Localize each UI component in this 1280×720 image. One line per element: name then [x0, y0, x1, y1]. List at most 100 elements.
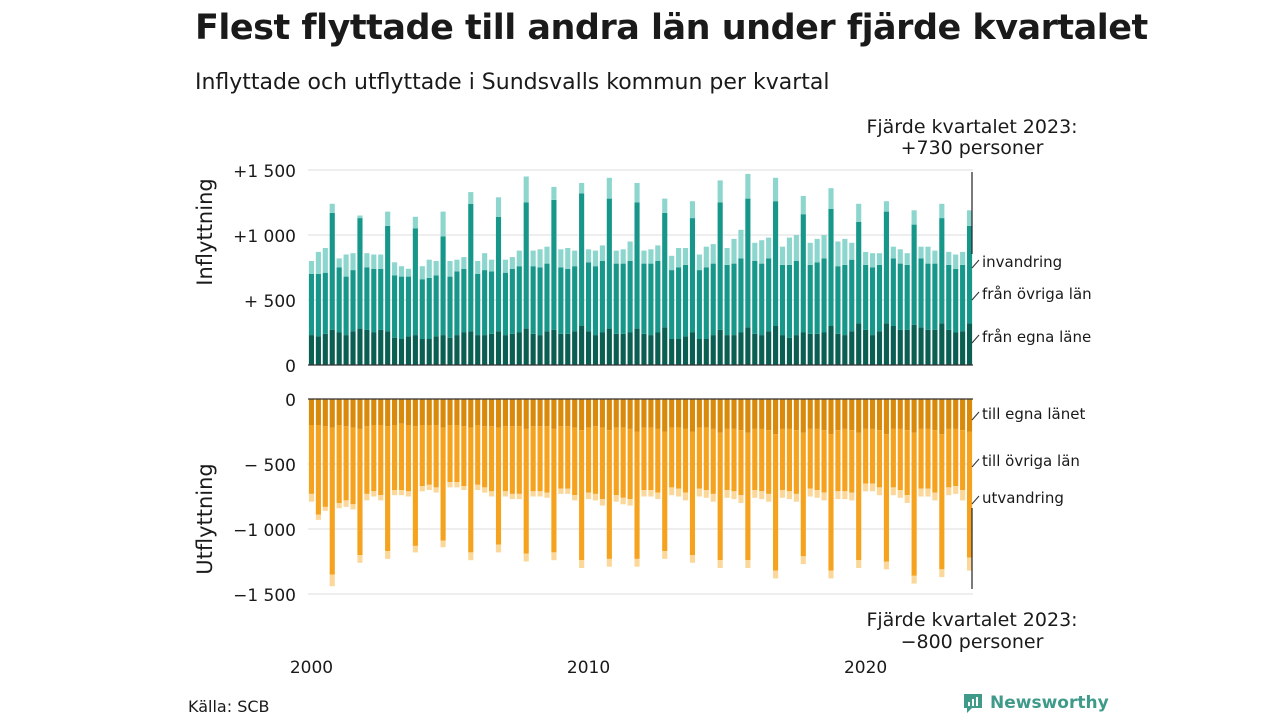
y-tick-label: −1 500	[233, 586, 296, 606]
bar-segment	[592, 399, 599, 427]
bar-segment	[364, 426, 370, 494]
bar-segment	[585, 492, 592, 500]
bar-segment	[890, 428, 896, 488]
bar-segment	[398, 266, 405, 277]
bar-segment	[953, 268, 959, 333]
bar-segment	[738, 332, 744, 365]
bar-segment	[357, 428, 363, 555]
bar-segment	[343, 399, 349, 427]
bar-segment	[960, 399, 966, 431]
bar-segment	[939, 218, 945, 324]
bar-segment	[800, 399, 806, 433]
bar-segment	[579, 560, 585, 568]
bar-segment	[890, 399, 896, 429]
bar-segment	[468, 192, 474, 204]
bar-segment	[662, 551, 668, 559]
y-tick-label: − 500	[244, 456, 296, 476]
bar-segment	[883, 399, 889, 435]
bar-segment	[627, 428, 633, 500]
bar-segment	[565, 248, 571, 269]
bar-segment	[793, 235, 799, 261]
bar-segment	[669, 427, 675, 488]
bar-segment	[364, 493, 370, 501]
bar-segment	[523, 399, 529, 429]
bar-segment	[357, 555, 363, 563]
bar-segment	[489, 333, 495, 365]
series-label: invandring	[982, 253, 1062, 271]
bar-segment	[793, 430, 799, 494]
bar-segment	[779, 490, 786, 498]
bar-segment	[398, 399, 405, 424]
bar-segment	[551, 399, 557, 429]
bar-segment	[655, 399, 661, 429]
bar-segment	[641, 399, 647, 428]
bar-segment	[378, 495, 384, 501]
bar-segment	[696, 399, 702, 428]
bar-segment	[426, 425, 432, 485]
bar-segment	[676, 488, 682, 497]
bar-segment	[385, 225, 391, 332]
bar-segment	[489, 259, 495, 272]
bar-segment	[648, 490, 654, 497]
bar-segment	[800, 214, 806, 333]
bar-segment	[738, 495, 744, 503]
label-leader	[971, 411, 980, 421]
bar-segment	[821, 332, 827, 365]
bar-segment	[814, 262, 820, 334]
y-tick-label: −1 000	[233, 521, 296, 541]
bar-segment	[482, 399, 488, 427]
bar-segment	[835, 241, 841, 267]
bar-segment	[856, 222, 862, 324]
bar-segment	[461, 268, 467, 333]
bar-segment	[669, 487, 675, 496]
bar-segment	[329, 574, 335, 587]
bar-segment	[904, 329, 910, 365]
bar-segment	[766, 430, 772, 494]
bar-segment	[364, 267, 370, 330]
bar-segment	[405, 336, 412, 365]
bar-segment	[454, 425, 460, 483]
bar-segment	[946, 428, 952, 488]
bar-segment	[842, 238, 848, 265]
bar-segment	[710, 335, 716, 365]
bar-segment	[869, 428, 876, 484]
bar-segment	[876, 264, 883, 332]
bar-segment	[475, 484, 481, 490]
y-tick-label: +1 500	[233, 162, 296, 182]
bar-segment	[516, 332, 522, 365]
bar-segment	[544, 492, 550, 498]
bar-segment	[426, 277, 432, 339]
bar-segment	[717, 180, 723, 203]
bar-segment	[392, 425, 398, 490]
bar-segment	[565, 333, 571, 365]
bar-segment	[676, 267, 682, 339]
bar-segment	[911, 224, 917, 325]
bar-segment	[773, 434, 779, 571]
bar-segment	[724, 264, 730, 336]
bar-segment	[766, 237, 772, 259]
bar-segment	[558, 333, 564, 365]
bar-segment	[343, 276, 349, 336]
bar-segment	[378, 254, 384, 269]
bar-segment	[814, 428, 820, 490]
bar-segment	[447, 482, 453, 488]
bar-segment	[516, 399, 522, 427]
bar-segment	[953, 254, 959, 269]
bar-segment	[371, 254, 377, 269]
bar-segment	[689, 201, 696, 219]
series-label: från egna läne	[982, 328, 1091, 346]
bar-segment	[863, 251, 869, 265]
bar-segment	[530, 399, 536, 427]
bar-segment	[918, 258, 924, 328]
bar-segment	[814, 399, 820, 429]
bar-segment	[627, 261, 633, 333]
bar-segment	[869, 483, 876, 492]
bar-segment	[953, 486, 959, 494]
bar-segment	[835, 399, 841, 431]
bar-segment	[419, 399, 425, 425]
x-tick-label: 2000	[290, 658, 333, 678]
bar-segment	[863, 399, 869, 429]
bar-segment	[779, 335, 786, 365]
bar-segment	[745, 399, 751, 433]
